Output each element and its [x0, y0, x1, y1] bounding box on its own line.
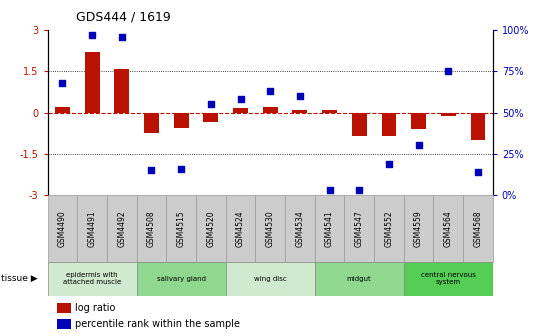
Bar — [166, 195, 196, 262]
Bar — [233, 109, 248, 113]
Text: log ratio: log ratio — [75, 303, 115, 313]
Bar — [85, 52, 100, 113]
Text: percentile rank within the sample: percentile rank within the sample — [75, 319, 240, 329]
Text: midgut: midgut — [347, 276, 372, 282]
Point — [473, 169, 482, 174]
Bar — [48, 262, 137, 296]
Bar — [55, 107, 70, 113]
Bar — [203, 113, 218, 122]
Text: GSM4515: GSM4515 — [176, 210, 186, 247]
Bar — [226, 195, 255, 262]
Bar — [57, 319, 71, 329]
Point — [296, 93, 305, 99]
Text: GSM4508: GSM4508 — [147, 210, 156, 247]
Point — [325, 187, 334, 193]
Bar — [144, 113, 159, 133]
Point — [384, 161, 393, 166]
Bar — [255, 195, 285, 262]
Bar — [404, 262, 493, 296]
Bar — [285, 195, 315, 262]
Text: GSM4541: GSM4541 — [325, 210, 334, 247]
Bar — [381, 113, 396, 136]
Text: GSM4524: GSM4524 — [236, 210, 245, 247]
Bar — [48, 195, 77, 262]
Bar — [344, 195, 374, 262]
Bar — [77, 195, 107, 262]
Bar — [315, 262, 404, 296]
Bar — [315, 195, 344, 262]
Bar — [470, 113, 486, 140]
Bar — [441, 113, 456, 116]
Bar — [226, 262, 315, 296]
Bar — [174, 113, 189, 128]
Text: wing disc: wing disc — [254, 276, 287, 282]
Text: epidermis with
attached muscle: epidermis with attached muscle — [63, 272, 122, 285]
Point — [176, 166, 185, 171]
Bar — [463, 195, 493, 262]
Text: GSM4534: GSM4534 — [295, 210, 305, 247]
Bar — [114, 69, 129, 113]
Point — [58, 80, 67, 86]
Text: GSM4547: GSM4547 — [354, 210, 364, 247]
Text: GSM4530: GSM4530 — [265, 210, 275, 247]
Bar — [374, 195, 404, 262]
Text: GSM4520: GSM4520 — [206, 210, 216, 247]
Text: GSM4492: GSM4492 — [117, 210, 127, 247]
Point — [354, 187, 363, 193]
Text: salivary gland: salivary gland — [157, 276, 206, 282]
Bar — [107, 195, 137, 262]
Bar — [411, 113, 426, 129]
Point — [117, 34, 126, 40]
Bar — [263, 107, 278, 113]
Text: central nervous
system: central nervous system — [421, 272, 475, 285]
Bar — [292, 110, 307, 113]
Text: GSM4568: GSM4568 — [473, 210, 483, 247]
Point — [265, 88, 274, 94]
Bar — [322, 110, 337, 113]
Text: GSM4552: GSM4552 — [384, 210, 394, 247]
Point — [87, 33, 96, 38]
Text: GDS444 / 1619: GDS444 / 1619 — [76, 10, 170, 24]
Point — [147, 168, 156, 173]
Bar — [137, 262, 226, 296]
Point — [236, 97, 245, 102]
Bar — [137, 195, 166, 262]
Text: GSM4491: GSM4491 — [87, 210, 97, 247]
Bar — [57, 303, 71, 313]
Text: GSM4559: GSM4559 — [414, 210, 423, 247]
Point — [206, 101, 215, 107]
Text: GSM4490: GSM4490 — [58, 210, 67, 247]
Bar — [196, 195, 226, 262]
Bar — [433, 195, 463, 262]
Text: tissue ▶: tissue ▶ — [1, 275, 37, 283]
Point — [414, 143, 423, 148]
Text: GSM4564: GSM4564 — [444, 210, 453, 247]
Bar — [352, 113, 367, 136]
Point — [444, 69, 452, 74]
Bar — [404, 195, 433, 262]
